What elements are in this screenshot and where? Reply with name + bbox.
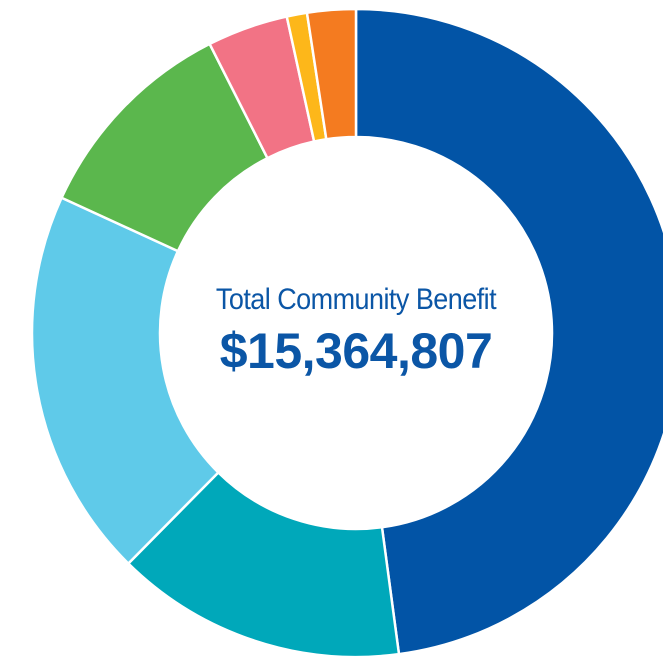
- center-title: Total Community Benefit: [215, 283, 497, 316]
- donut-slice-3: [30, 196, 220, 565]
- donut-slice-7: [305, 7, 358, 141]
- donut-slice-1: [354, 7, 663, 656]
- center-label: Total Community Benefit $15,364,807: [146, 280, 566, 382]
- center-value: $15,364,807: [219, 323, 493, 379]
